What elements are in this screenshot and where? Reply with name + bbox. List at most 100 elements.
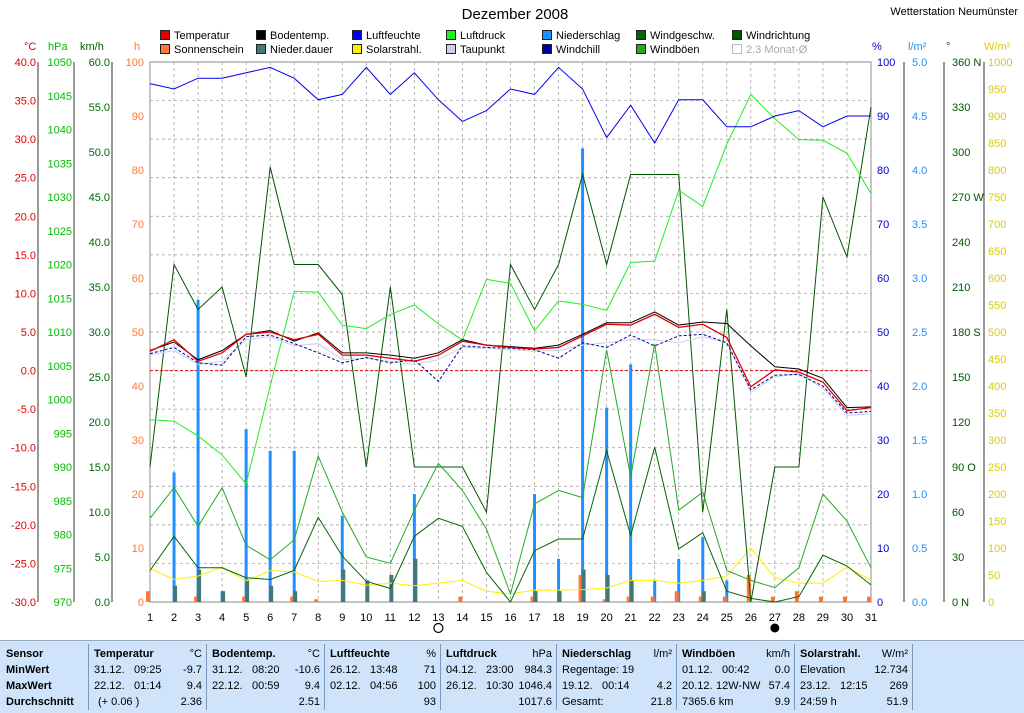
day-label: 14: [456, 612, 468, 624]
stats-windboeen: Windböen km/h 01.12. 00:42 0.0 20.12. 12W-NW…: [676, 644, 794, 710]
temperature-axis-tick: -30.0: [11, 597, 36, 609]
legend-swatch-windboeen: [636, 44, 646, 54]
stats-solar-max-date: 23.12.: [800, 680, 831, 692]
bar-niederdauer: [197, 569, 202, 602]
pressure-axis-tick: 1020: [48, 260, 72, 272]
stats-rain-total-value: 21.8: [650, 696, 672, 708]
stats-temp-avg-value: 2.36: [180, 696, 202, 708]
direction-axis-tick: 90 O: [952, 462, 976, 474]
bar-niederdauer: [389, 575, 394, 602]
temperature-axis-tick: 20.0: [15, 211, 36, 223]
bar-niederschlag: [533, 494, 537, 602]
day-label: 30: [841, 612, 853, 624]
stats-press-avg-value: 1017.6: [518, 696, 552, 708]
series-line-temperatur: [149, 313, 872, 412]
legend-label-windrichtung: Windrichtung: [746, 30, 811, 42]
day-label: 3: [195, 612, 201, 624]
stats-rain-max-time: 00:14: [602, 680, 630, 692]
bar-sonnenschein: [746, 575, 751, 602]
pressure-axis-tick: 1010: [48, 327, 72, 339]
bar-niederschlag: [557, 558, 561, 602]
pressure-axis-tick: 970: [54, 597, 72, 609]
temperature-axis-tick: 40.0: [15, 57, 36, 69]
legend-item-windchill[interactable]: Windchill: [542, 44, 600, 56]
legend-swatch-windgeschw: [636, 30, 646, 40]
humidity-axis-tick: 70: [877, 219, 889, 231]
humidity-axis-tick: 20: [877, 489, 889, 501]
sunshine-axis-tick: 80: [132, 165, 144, 177]
legend-item-solarstrahl[interactable]: Solarstrahl.: [352, 44, 422, 56]
day-label: 31: [865, 612, 877, 624]
legend-item-windgeschw[interactable]: Windgeschw.: [636, 30, 715, 42]
solar-axis-tick: 250: [988, 462, 1006, 474]
day-label: 6: [267, 612, 273, 624]
sunshine-axis-tick: 60: [132, 273, 144, 285]
moon-phase-marker: [770, 623, 780, 633]
legend-label-luftfeuchte: Luftfeuchte: [366, 30, 421, 42]
stats-divider: [676, 644, 677, 710]
legend-item-temperatur[interactable]: Temperatur: [160, 30, 230, 42]
wind-axis-tick: 40.0: [89, 237, 110, 249]
legend-item-luftdruck[interactable]: Luftdruck: [446, 30, 505, 42]
legend-item-niederschlag[interactable]: Niederschlag: [542, 30, 620, 42]
day-label: 1: [147, 612, 153, 624]
legend-swatch-solarstrahl: [352, 44, 362, 54]
solar-axis-tick: 500: [988, 327, 1006, 339]
stats-panel: Sensor MinWert MaxWert Durchschnitt Temp…: [0, 640, 1024, 713]
stats-rain-total-label: Gesamt:: [562, 696, 604, 708]
bar-sonnenschein: [314, 599, 319, 602]
legend-item-taupunkt[interactable]: Taupunkt: [446, 44, 505, 56]
stats-press-max-date: 26.12.: [446, 680, 477, 692]
stats-gust-min-date: 01.12.: [682, 664, 713, 676]
wind-axis-tick: 20.0: [89, 417, 110, 429]
pressure-axis-tick: 1000: [48, 395, 72, 407]
humidity-axis-tick: 90: [877, 111, 889, 123]
stats-press-min-time: 23:00: [486, 664, 514, 676]
legend-item-bodentemp[interactable]: Bodentemp.: [256, 30, 329, 42]
wind-axis-tick: 5.0: [95, 552, 110, 564]
legend-item-luftfeuchte[interactable]: Luftfeuchte: [352, 30, 420, 42]
rain-axis-tick: 1.0: [912, 489, 927, 501]
bar-sonnenschein: [146, 591, 150, 602]
day-label: 29: [817, 612, 829, 624]
stats-divider: [324, 644, 325, 710]
bar-niederdauer: [413, 558, 418, 602]
day-label: 17: [528, 612, 540, 624]
solar-axis-tick: 350: [988, 408, 1006, 420]
temperature-axis-tick: 5.0: [21, 327, 36, 339]
temperature-axis-tick: 25.0: [15, 173, 36, 185]
legend-swatch-luftfeuchte: [352, 30, 362, 40]
legend-item-windrichtung[interactable]: Windrichtung: [732, 30, 810, 42]
stats-rain-max-value: 4.2: [656, 680, 672, 692]
legend-item-monthly-average[interactable]: 2.3 Monat-Ø: [732, 44, 807, 56]
solar-axis-tick: 850: [988, 138, 1006, 150]
direction-axis-tick: 0 N: [952, 597, 969, 609]
legend-item-sonnenschein[interactable]: Sonnenschein: [160, 44, 244, 56]
stats-divider: [794, 644, 795, 710]
sunshine-axis-tick: 30: [132, 435, 144, 447]
bar-niederschlag: [244, 429, 248, 602]
legend-item-windboeen[interactable]: Windböen: [636, 44, 700, 56]
rain-axis-tick: 4.0: [912, 165, 927, 177]
stats-rain-max-date: 19.12.: [562, 680, 593, 692]
stats-gust-max-value: 57.4: [768, 680, 790, 692]
series-line-bodentemp: [149, 311, 872, 409]
stats-ground-min-value: -10.6: [294, 664, 320, 676]
bar-niederdauer: [269, 585, 274, 602]
stats-ground-max-time: 00:59: [252, 680, 280, 692]
bar-sonnenschein: [722, 596, 727, 602]
direction-axis-tick: 300: [952, 147, 970, 159]
legend-item-niederdauer[interactable]: Nieder.dauer: [256, 44, 333, 56]
direction-axis-tick: 60: [952, 507, 964, 519]
legend-swatch-niederschlag: [542, 30, 552, 40]
legend-swatch-windrichtung: [732, 30, 742, 40]
legend-checkbox-monthly-average[interactable]: [732, 44, 742, 54]
stats-hum-min-time: 13:48: [370, 664, 398, 676]
stats-ground-min-date: 31.12.: [212, 664, 243, 676]
sunshine-axis-tick: 10: [132, 543, 144, 555]
solar-axis-tick: 750: [988, 192, 1006, 204]
rain-axis-tick: 1.5: [912, 435, 927, 447]
bar-niederdauer: [245, 580, 250, 602]
day-label: 12: [408, 612, 420, 624]
wind-axis-tick: 10.0: [89, 507, 110, 519]
